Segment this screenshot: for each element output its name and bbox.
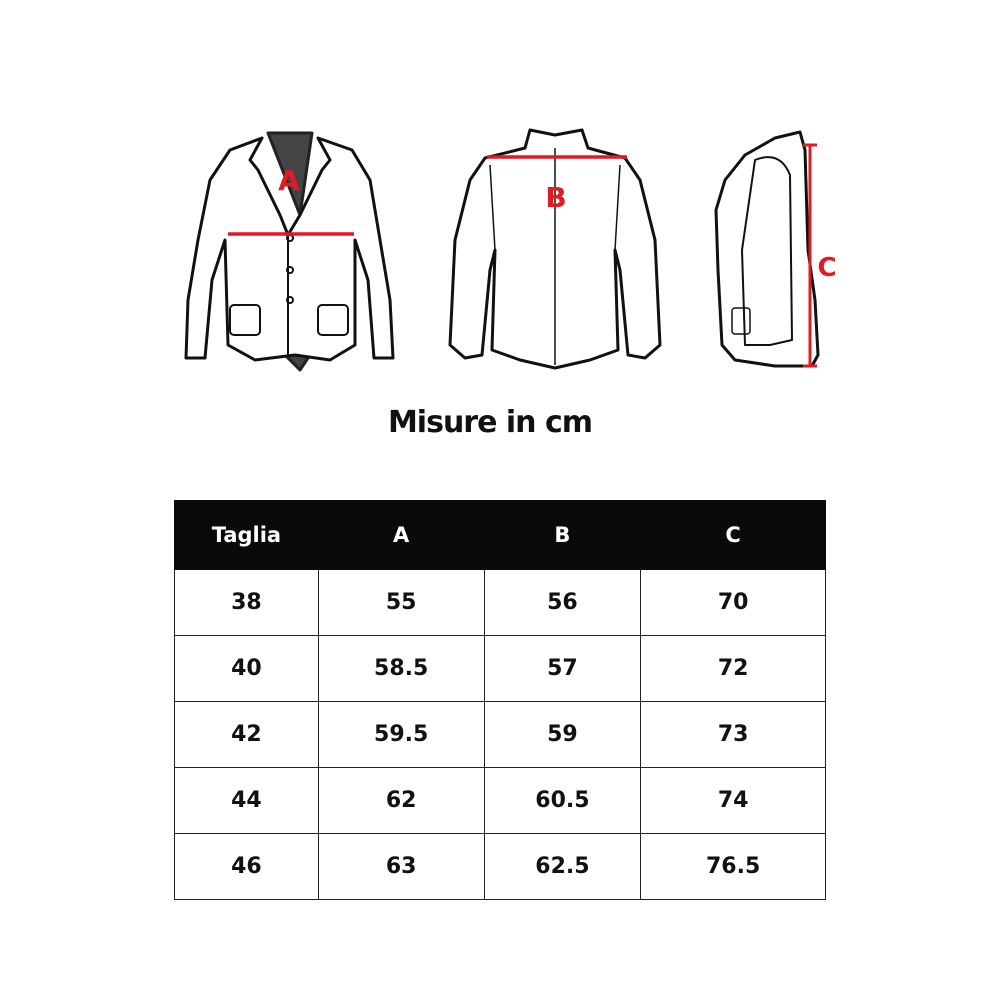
label-b: B [545, 181, 566, 214]
cell-size: 40 [174, 635, 319, 702]
jacket-side-illustration: C [714, 130, 837, 368]
label-c: C [817, 253, 836, 283]
header-b: B [483, 500, 642, 570]
header-taglia: Taglia [174, 500, 319, 570]
cell-b: 60.5 [483, 767, 642, 834]
table-header-row: Taglia A B C [174, 500, 826, 570]
cell-a: 59.5 [317, 701, 485, 768]
cell-a: 63 [317, 833, 485, 900]
header-a: A [317, 500, 485, 570]
cell-a: 55 [317, 569, 485, 636]
cell-size: 46 [174, 833, 319, 900]
jacket-illustrations: A B C [184, 128, 837, 372]
cell-c: 73 [640, 701, 826, 768]
size-chart-title: Misure in cm [387, 405, 593, 440]
table-row: 46 63 62.5 76.5 [174, 833, 826, 900]
label-a: A [278, 164, 300, 197]
size-table: Taglia A B C 38 55 56 70 40 58.5 57 72 42 59.5 5… [174, 500, 826, 900]
table-row: 42 59.5 59 73 [174, 701, 826, 768]
cell-size: 42 [174, 701, 319, 768]
cell-c: 74 [640, 767, 826, 834]
cell-c: 72 [640, 635, 826, 702]
cell-size: 44 [174, 767, 319, 834]
cell-size: 38 [174, 569, 319, 636]
jacket-back-illustration: B [448, 128, 662, 370]
cell-b: 57 [483, 635, 642, 702]
cell-a: 62 [317, 767, 485, 834]
cell-b: 56 [483, 569, 642, 636]
cell-b: 62.5 [483, 833, 642, 900]
cell-a: 58.5 [317, 635, 485, 702]
table-row: 44 62 60.5 74 [174, 767, 826, 834]
table-row: 40 58.5 57 72 [174, 635, 826, 702]
table-row: 38 55 56 70 [174, 569, 826, 636]
header-c: C [640, 500, 826, 570]
cell-c: 70 [640, 569, 826, 636]
cell-c: 76.5 [640, 833, 826, 900]
cell-b: 59 [483, 701, 642, 768]
jacket-front-illustration: A [184, 131, 395, 372]
